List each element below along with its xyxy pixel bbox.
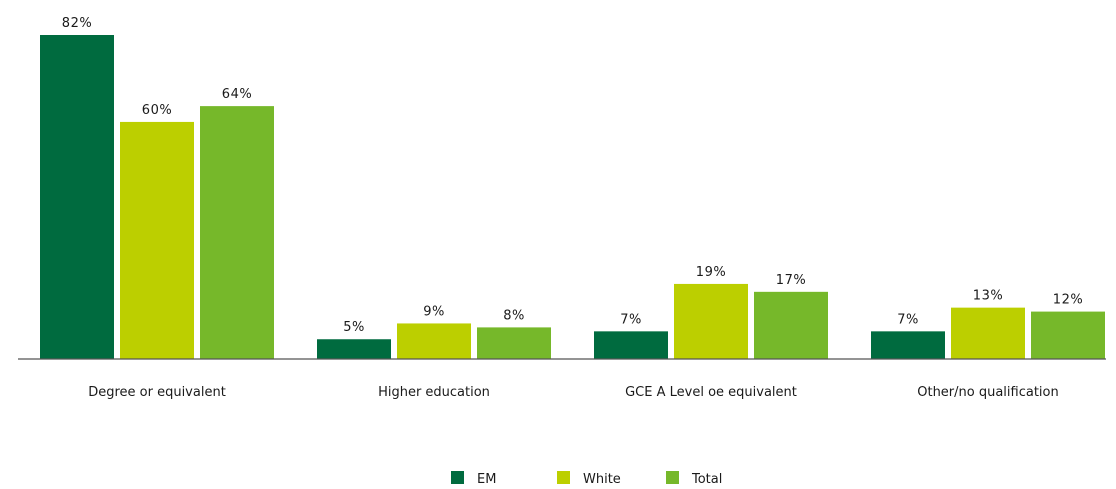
- legend-swatch-white: [557, 471, 570, 484]
- bar-white-0: [120, 121, 194, 360]
- bar-white-3: [951, 307, 1025, 359]
- bar-white-1: [397, 323, 471, 359]
- value-label-total-3: 12%: [1053, 293, 1083, 308]
- bar-total-3: [1031, 311, 1105, 359]
- bar-total-0: [200, 106, 274, 359]
- legend-item-em: EM: [451, 471, 496, 487]
- category-label-1: Higher education: [378, 385, 490, 400]
- value-label-white-2: 19%: [696, 265, 726, 280]
- value-labels-layer: 82% 60% 64% 5% 9% 8% 7% 19% 17% 7% 13% 12%: [62, 16, 1083, 335]
- bar-white-2: [674, 283, 748, 359]
- bar-total-1: [477, 327, 551, 359]
- value-label-em-0: 82%: [62, 16, 92, 31]
- category-label-2: GCE A Level oe equivalent: [625, 385, 797, 400]
- value-label-em-3: 7%: [897, 312, 919, 327]
- value-label-white-3: 13%: [973, 289, 1003, 304]
- value-label-total-1: 8%: [503, 308, 525, 323]
- value-label-em-2: 7%: [620, 312, 642, 327]
- legend-item-white: White: [557, 471, 621, 487]
- category-label-3: Other/no qualification: [917, 385, 1059, 400]
- value-label-em-1: 5%: [343, 320, 365, 335]
- bar-total-2: [754, 291, 828, 359]
- legend: EM White Total: [451, 471, 722, 487]
- category-labels-layer: Degree or equivalent Higher education GCE …: [88, 385, 1059, 400]
- legend-label-em: EM: [477, 472, 496, 487]
- bar-em-3: [871, 331, 945, 359]
- legend-label-total: Total: [691, 472, 722, 487]
- bars-layer: [40, 35, 1105, 360]
- bar-em-1: [317, 339, 391, 359]
- value-label-total-2: 17%: [776, 273, 806, 288]
- legend-swatch-em: [451, 471, 464, 484]
- bar-em-2: [594, 331, 668, 359]
- legend-item-total: Total: [666, 471, 722, 487]
- value-label-total-0: 64%: [222, 87, 252, 102]
- legend-label-white: White: [583, 472, 621, 487]
- legend-swatch-total: [666, 471, 679, 484]
- value-label-white-1: 9%: [423, 304, 445, 319]
- value-label-white-0: 60%: [142, 103, 172, 118]
- bar-em-0: [40, 35, 114, 359]
- category-label-0: Degree or equivalent: [88, 385, 226, 400]
